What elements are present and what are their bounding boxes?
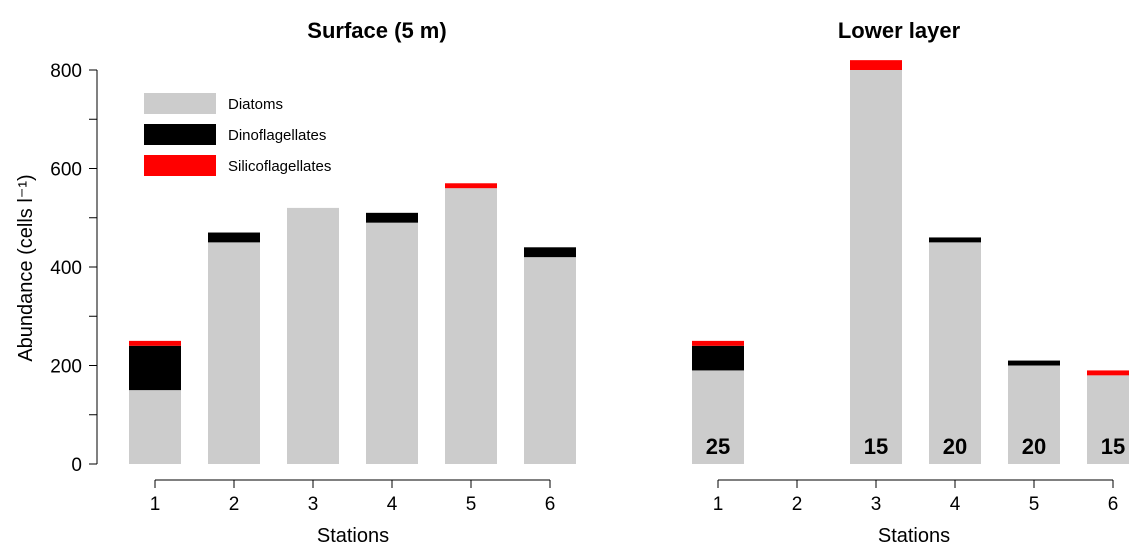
legend-swatch-dinoflagellates [144,124,216,145]
lower-layer-bar-silicoflagellates-station-6 [1087,370,1129,376]
surface-x-axis: 1 2 3 4 5 6 [150,479,556,515]
legend: Diatoms Dinoflagellates Silicoflagellates [144,93,331,176]
data-label: 25 [706,434,730,459]
surface-bar-dinoflagellates-station-2 [208,232,260,243]
x-tick-label: 2 [229,494,240,515]
surface-bars [129,183,576,464]
data-label: 15 [1101,434,1125,459]
surface-bar-dinoflagellates-station-4 [366,212,418,223]
y-tick-label: 400 [50,258,82,279]
x-tick-label: 5 [466,494,477,515]
legend-label-dinoflagellates: Dinoflagellates [228,127,326,144]
lower-layer-bar-dinoflagellates-station-5 [1008,360,1060,366]
legend-swatch-diatoms [144,93,216,114]
y-tick-label: 600 [50,160,82,181]
lower-layer-bar-diatoms-station-3 [850,70,902,464]
lower-layer-data-labels: 25 15 20 20 15 [706,434,1125,459]
x-tick-label: 1 [713,494,724,515]
x-tick-label: 6 [1108,494,1119,515]
lower-layer-bar-diatoms-station-6 [1087,375,1129,464]
lower-layer-bar-dinoflagellates-station-4 [929,237,981,243]
data-label: 20 [1022,434,1046,459]
surface-bar-silicoflagellates-station-1 [129,340,181,346]
y-tick-label: 0 [71,455,82,476]
surface-panel: Surface (5 m) 0 200 400 600 800 1 2 3 4 5 6 Stati… [50,18,576,547]
surface-bar-diatoms-station-2 [208,242,260,464]
lower-layer-x-axis-label: Stations [878,525,950,547]
lower-layer-bar-silicoflagellates-station-3 [850,60,902,70]
lower-layer-bar-diatoms-station-5 [1008,365,1060,464]
surface-y-axis: 0 200 400 600 800 [50,61,98,476]
lower-layer-bar-silicoflagellates-station-1 [692,340,744,346]
data-label: 20 [943,434,967,459]
legend-label-silicoflagellates: Silicoflagellates [228,158,331,175]
x-tick-label: 1 [150,494,161,515]
y-tick-label: 800 [50,61,82,82]
lower-layer-bars [692,60,1129,464]
y-tick-label: 200 [50,357,82,378]
x-tick-label: 4 [387,494,398,515]
surface-bar-diatoms-station-3 [287,207,339,464]
surface-x-axis-label: Stations [317,525,389,547]
x-tick-label: 5 [1029,494,1040,515]
surface-bar-diatoms-station-4 [366,222,418,464]
surface-bar-diatoms-station-6 [524,257,576,464]
surface-bar-dinoflagellates-station-6 [524,247,576,258]
surface-bar-diatoms-station-5 [445,188,497,464]
lower-layer-bar-diatoms-station-4 [929,242,981,464]
surface-bar-diatoms-station-1 [129,390,181,464]
lower-layer-panel-title: Lower layer [838,18,961,43]
lower-layer-panel: Lower layer 25 15 20 20 15 1 2 3 4 5 6 Stations [692,18,1129,547]
lower-layer-bar-diatoms-station-1 [692,370,744,464]
data-label: 15 [864,434,888,459]
x-tick-label: 6 [545,494,556,515]
lower-layer-x-axis: 1 2 3 4 5 6 [713,479,1119,515]
surface-bar-silicoflagellates-station-5 [445,183,497,189]
x-tick-label: 2 [792,494,803,515]
legend-swatch-silicoflagellates [144,155,216,176]
surface-bar-dinoflagellates-station-1 [129,345,181,391]
y-axis-label: Abundance (cells l⁻¹) [15,174,37,361]
x-tick-label: 4 [950,494,961,515]
lower-layer-bar-dinoflagellates-station-1 [692,345,744,371]
surface-panel-title: Surface (5 m) [307,18,446,43]
x-tick-label: 3 [871,494,882,515]
x-tick-label: 3 [308,494,319,515]
legend-label-diatoms: Diatoms [228,96,283,113]
